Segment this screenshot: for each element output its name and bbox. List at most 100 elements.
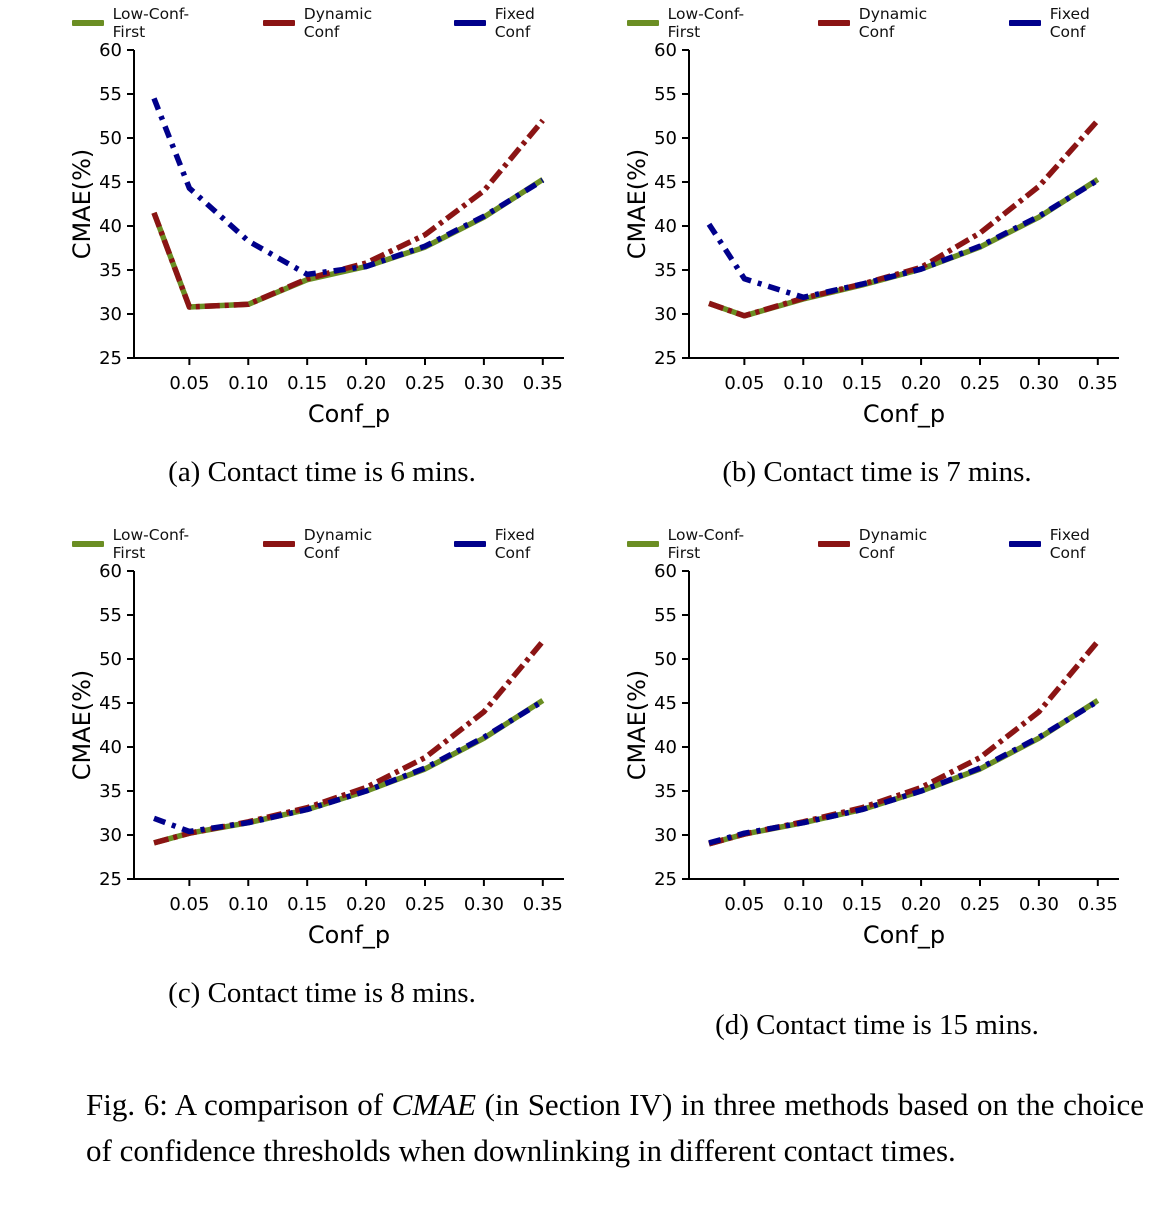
y-tick-label: 55 — [99, 605, 122, 626]
legend-swatch-dynamic-conf — [818, 20, 850, 26]
y-tick-label: 35 — [99, 260, 122, 281]
y-tick-label: 40 — [99, 737, 122, 758]
legend-label-dynamic-conf: Dynamic Conf — [303, 5, 373, 41]
x-tick-label: 0.10 — [228, 373, 268, 394]
chart-svg-c: 25 30 35 40 45 50 55 60 0.05 0.10 0.15 0.20 0.25 0.30… — [72, 561, 564, 949]
x-tick-label: 0.20 — [901, 373, 941, 394]
legend-label-dynamic-conf: Dynamic Conf — [858, 526, 928, 562]
x-axis-label: Conf_p — [308, 921, 390, 949]
legend-label-fixed-conf: Fixed Conf — [494, 5, 535, 41]
legend-item-low-conf-first: Low-Conf-First — [627, 526, 772, 562]
legend-swatch-dynamic-conf — [263, 541, 295, 547]
y-tick-label: 35 — [654, 260, 677, 281]
subplot-row-2: Low-Conf-First Dynamic Conf Fixed Conf 2… — [0, 526, 1166, 1042]
x-tick-label: 0.10 — [783, 373, 823, 394]
y-tick-label: 25 — [654, 348, 677, 369]
legend-item-fixed-conf: Fixed Conf — [1009, 5, 1127, 41]
legend-item-dynamic-conf: Dynamic Conf — [263, 5, 408, 41]
legend-item-fixed-conf: Fixed Conf — [1009, 526, 1127, 562]
y-tick-label: 60 — [99, 561, 122, 582]
x-tick-label: 0.10 — [228, 894, 268, 915]
x-axis-label: Conf_p — [308, 400, 390, 428]
subplot-a: Low-Conf-First Dynamic Conf Fixed Conf 2… — [0, 5, 583, 489]
x-tick-label: 0.35 — [1078, 894, 1118, 915]
legend-swatch-fixed-conf — [1009, 20, 1041, 26]
x-tick-label: 0.05 — [169, 373, 209, 394]
y-tick-label: 50 — [99, 649, 122, 670]
y-tick-label: 60 — [654, 561, 677, 582]
legend-label-low-conf-first: Low-Conf-First — [112, 526, 190, 562]
series-line-dynamic-conf — [708, 639, 1100, 847]
legend-item-dynamic-conf: Dynamic Conf — [818, 5, 963, 41]
y-tick-label: 30 — [654, 825, 677, 846]
legend-item-low-conf-first: Low-Conf-First — [72, 526, 217, 562]
subcaption-b: (b) Contact time is 7 mins. — [722, 456, 1032, 488]
y-tick-label: 30 — [654, 304, 677, 325]
caption-suffix: (in Section IV) in three methods based o… — [86, 1087, 1145, 1168]
legend-item-fixed-conf: Fixed Conf — [454, 5, 572, 41]
legend-swatch-low-conf-first — [72, 541, 104, 547]
y-tick-label: 45 — [99, 172, 122, 193]
series-line-low-conf-first — [708, 698, 1100, 847]
x-tick-label: 0.20 — [346, 373, 386, 394]
legend-item-dynamic-conf: Dynamic Conf — [818, 526, 963, 562]
y-tick-label: 50 — [99, 128, 122, 149]
legend-label-dynamic-conf: Dynamic Conf — [858, 5, 928, 41]
y-tick-label: 45 — [99, 693, 122, 714]
y-tick-label: 25 — [99, 869, 122, 890]
subcaption-d: (d) Contact time is 15 mins. — [715, 1009, 1039, 1041]
series-line-fixed-conf — [151, 97, 545, 278]
subcaption-c: (c) Contact time is 8 mins. — [168, 977, 476, 1009]
y-tick-label: 50 — [654, 649, 677, 670]
series-line-fixed-conf — [708, 698, 1100, 846]
y-axis-label: CMAE(%) — [627, 149, 651, 260]
x-tick-label: 0.25 — [960, 373, 1000, 394]
legend-label-fixed-conf: Fixed Conf — [494, 526, 535, 562]
x-tick-label: 0.10 — [783, 894, 823, 915]
x-tick-label: 0.15 — [842, 373, 882, 394]
x-tick-label: 0.15 — [287, 894, 327, 915]
legend-swatch-low-conf-first — [72, 20, 104, 26]
legend-label-fixed-conf: Fixed Conf — [1049, 526, 1090, 562]
subplot-d: Low-Conf-First Dynamic Conf Fixed Conf 2… — [583, 526, 1166, 1042]
y-tick-label: 25 — [654, 869, 677, 890]
y-tick-label: 30 — [99, 304, 122, 325]
y-tick-label: 55 — [654, 605, 677, 626]
legend-label-low-conf-first: Low-Conf-First — [112, 5, 190, 41]
legend-swatch-fixed-conf — [1009, 541, 1041, 547]
x-tick-label: 0.35 — [1078, 373, 1118, 394]
figure-6: Low-Conf-First Dynamic Conf Fixed Conf 2… — [0, 5, 1166, 1174]
y-axis-label: CMAE(%) — [72, 149, 96, 260]
legend-swatch-dynamic-conf — [263, 20, 295, 26]
x-tick-label: 0.15 — [287, 373, 327, 394]
caption-emphasis: CMAE — [391, 1087, 477, 1122]
series-line-fixed-conf — [153, 698, 545, 835]
x-tick-label: 0.25 — [405, 373, 445, 394]
subplot-row-1: Low-Conf-First Dynamic Conf Fixed Conf 2… — [0, 5, 1166, 489]
legend-item-fixed-conf: Fixed Conf — [454, 526, 572, 562]
x-tick-label: 0.05 — [724, 894, 764, 915]
series-line-low-conf-first — [708, 177, 1100, 319]
y-axis-label: CMAE(%) — [72, 670, 96, 781]
chart-svg-d: 25 30 35 40 45 50 55 60 0.05 0.10 0.15 0.20 0.25 0.30… — [627, 561, 1119, 949]
subplot-c: Low-Conf-First Dynamic Conf Fixed Conf 2… — [0, 526, 583, 1042]
figure-caption: Fig. 6: A comparison of CMAE (in Section… — [86, 1082, 1144, 1174]
caption-prefix: Fig. 6: A comparison of — [86, 1087, 392, 1122]
legend-c: Low-Conf-First Dynamic Conf Fixed Conf — [72, 526, 572, 562]
series-line-dynamic-conf — [153, 639, 545, 846]
x-tick-label: 0.15 — [842, 894, 882, 915]
legend-label-fixed-conf: Fixed Conf — [1049, 5, 1090, 41]
y-tick-label: 55 — [99, 84, 122, 105]
subplot-b: Low-Conf-First Dynamic Conf Fixed Conf 2… — [583, 5, 1166, 489]
x-tick-label: 0.30 — [1019, 373, 1059, 394]
x-tick-label: 0.30 — [464, 894, 504, 915]
subcaption-a: (a) Contact time is 6 mins. — [168, 456, 476, 488]
x-tick-label: 0.25 — [960, 894, 1000, 915]
x-tick-label: 0.30 — [1019, 894, 1059, 915]
x-axis-label: Conf_p — [863, 400, 945, 428]
y-tick-label: 60 — [654, 40, 677, 61]
x-tick-label: 0.30 — [464, 373, 504, 394]
x-tick-label: 0.35 — [523, 894, 563, 915]
y-tick-label: 40 — [654, 737, 677, 758]
y-tick-label: 25 — [99, 348, 122, 369]
